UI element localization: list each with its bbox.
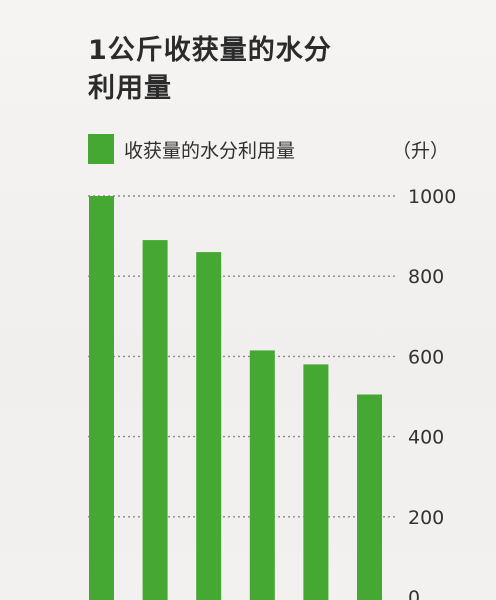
bar-3 — [196, 252, 222, 600]
bars — [89, 196, 382, 600]
bar-4 — [249, 350, 275, 600]
bar-1 — [89, 196, 114, 600]
legend-swatch — [88, 134, 114, 164]
bar-6 — [357, 394, 382, 600]
chart-title: 1公斤收获量的水分 利用量 — [88, 32, 332, 108]
grid-lines — [88, 195, 398, 518]
y-tick-label-0: 0 — [408, 587, 420, 600]
y-tick-label-800: 800 — [408, 266, 444, 288]
y-tick-label-200: 200 — [408, 507, 444, 529]
legend-label: 收获量的水分利用量 — [124, 139, 296, 162]
y-tick-label-600: 600 — [408, 346, 444, 368]
bar-5 — [303, 364, 329, 600]
chart-title-line-1: 1公斤收获量的水分 — [88, 35, 332, 66]
chart-legend: 收获量的水分利用量 — [88, 134, 295, 164]
bar-2 — [142, 240, 168, 600]
y-tick-labels: 0 200 400 600 800 1000 — [408, 186, 456, 600]
y-tick-label-1000: 1000 — [408, 186, 456, 208]
y-tick-label-400: 400 — [408, 427, 444, 449]
chart-title-line-2: 利用量 — [88, 73, 172, 104]
y-axis-unit: （升） — [392, 140, 450, 162]
